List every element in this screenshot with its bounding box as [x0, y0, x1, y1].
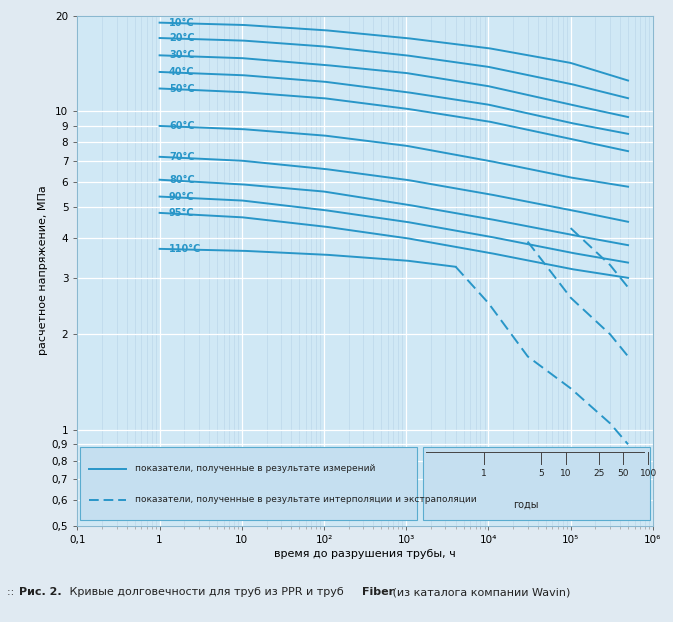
- Text: 110°C: 110°C: [169, 244, 201, 254]
- Text: показатели, полученные в результате интерполяции и экстраполяции: показатели, полученные в результате инте…: [135, 495, 476, 504]
- Text: (из каталога компании Wavin): (из каталога компании Wavin): [389, 587, 571, 597]
- Text: 50°C: 50°C: [169, 83, 194, 93]
- Text: 40°C: 40°C: [169, 67, 194, 77]
- Text: 80°C: 80°C: [169, 175, 194, 185]
- Text: 95°C: 95°C: [169, 208, 194, 218]
- Text: 25: 25: [593, 470, 604, 478]
- Text: 10°C: 10°C: [169, 17, 194, 27]
- Text: 5: 5: [538, 470, 544, 478]
- Text: Fiber: Fiber: [362, 587, 394, 597]
- Text: 30°C: 30°C: [169, 50, 194, 60]
- Text: 90°C: 90°C: [169, 192, 194, 202]
- Text: 60°C: 60°C: [169, 121, 194, 131]
- Text: 10: 10: [560, 470, 571, 478]
- FancyBboxPatch shape: [80, 447, 417, 521]
- Text: Кривые долговечности для труб из PPR и труб: Кривые долговечности для труб из PPR и т…: [66, 587, 347, 597]
- Text: ::: ::: [7, 587, 17, 597]
- Y-axis label: расчетное напряжение, МПа: расчетное напряжение, МПа: [38, 186, 48, 355]
- Text: 50: 50: [618, 470, 629, 478]
- Text: 100: 100: [639, 470, 657, 478]
- Text: 20°C: 20°C: [169, 33, 194, 43]
- X-axis label: время до разрушения трубы, ч: время до разрушения трубы, ч: [274, 549, 456, 559]
- Text: 1: 1: [481, 470, 487, 478]
- Text: годы: годы: [513, 499, 539, 509]
- FancyBboxPatch shape: [423, 447, 650, 521]
- Text: Рис. 2.: Рис. 2.: [19, 587, 61, 597]
- Text: 70°C: 70°C: [169, 152, 194, 162]
- Text: показатели, полученные в результате измерений: показатели, полученные в результате изме…: [135, 464, 376, 473]
